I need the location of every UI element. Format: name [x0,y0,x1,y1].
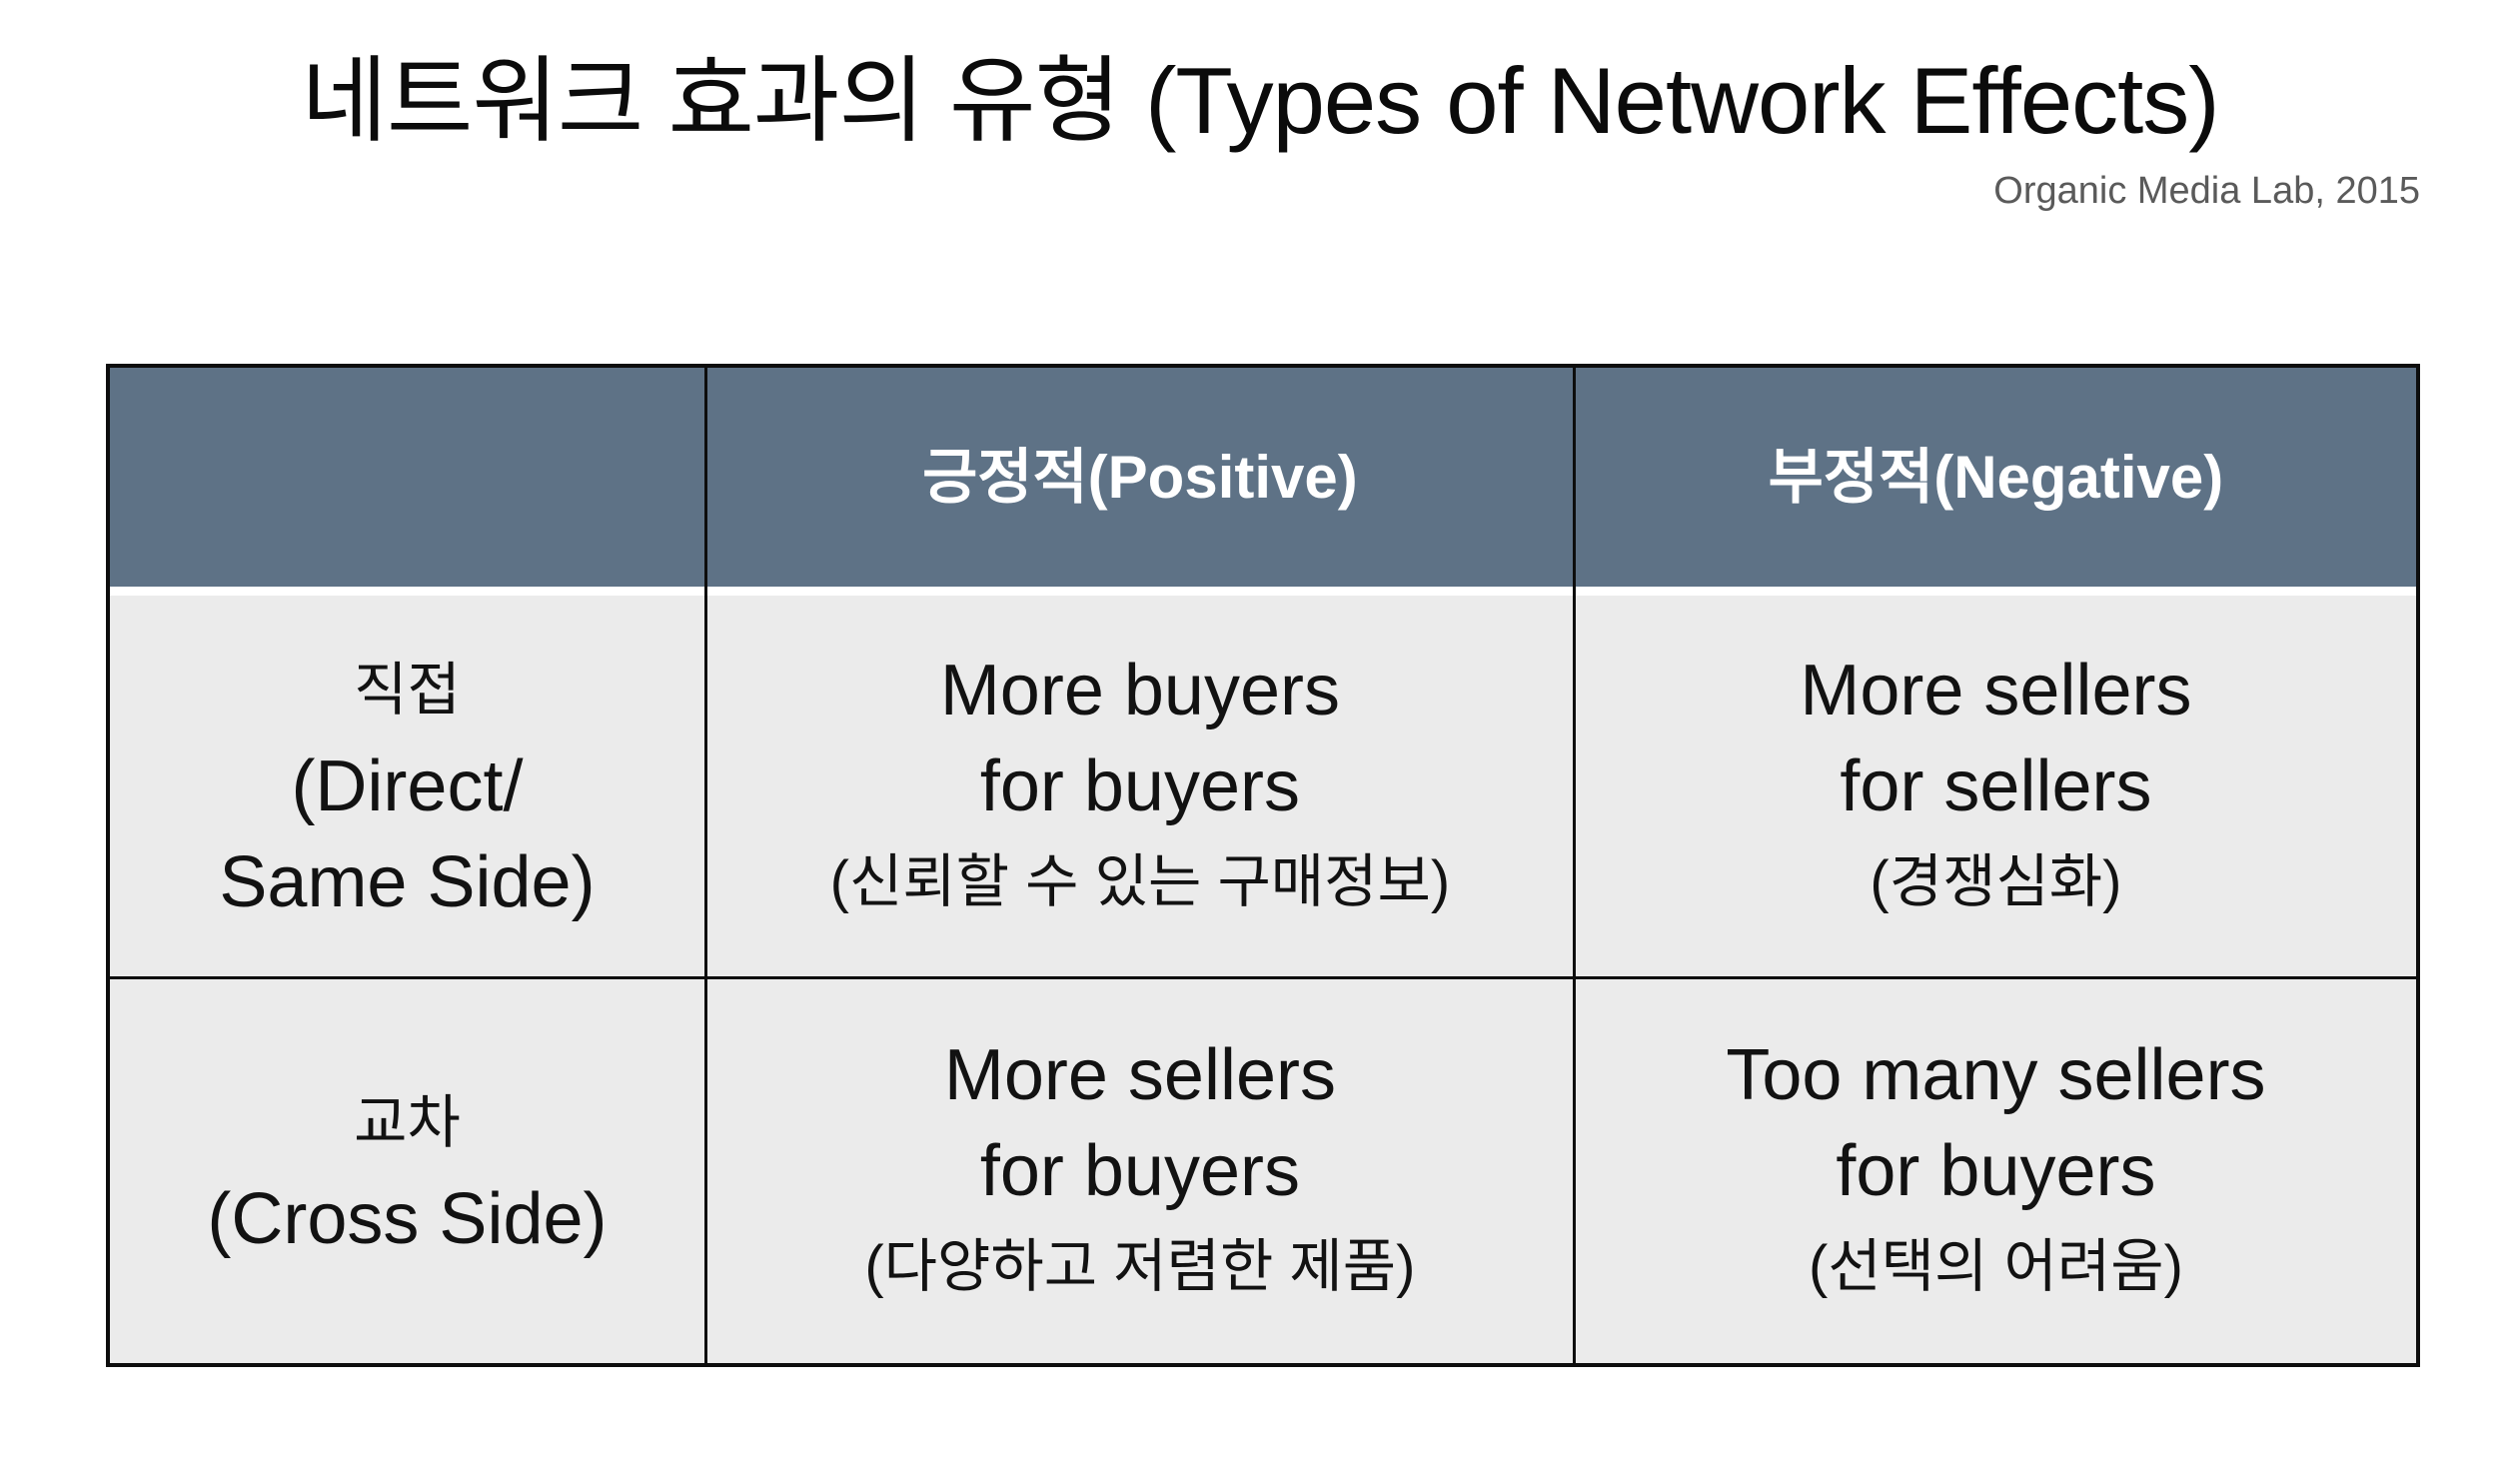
cell-line: (경쟁심화) [1870,848,2122,914]
header-gap-spacer [1575,587,2416,596]
network-effects-table: 긍정적(Positive) 부정적(Negative) 직접 (Direct/ … [106,364,2420,1367]
cell-line: More sellers [1800,650,2192,730]
header-cell-negative: 부정적(Negative) [1575,368,2416,587]
cell-line: for buyers [979,745,1300,826]
cell-line: (선택의 어려움) [1809,1234,2183,1299]
row-label-cross-side: 교차 (Cross Side) [110,979,707,1363]
header-gap-spacer [110,587,707,596]
header-positive-label: 긍정적(Positive) [922,443,1358,511]
cell-line: More sellers [943,1035,1336,1115]
header-gap-spacer [706,587,1576,596]
cell-line: More buyers [939,650,1340,730]
cell-line: for buyers [1836,1131,2156,1211]
cell-line: Same Side) [219,841,596,922]
cell-cross-negative: Too many sellers for buyers (선택의 어려움) [1575,979,2416,1363]
cell-direct-negative: More sellers for sellers (경쟁심화) [1575,596,2416,979]
cell-line: (Cross Side) [207,1179,608,1259]
header-cell-empty [110,368,707,587]
attribution-text: Organic Media Lab, 2015 [1993,170,2420,212]
page-title: 네트워크 효과의 유형 (Types of Network Effects) [301,48,2219,153]
cell-line: Too many sellers [1726,1035,2266,1115]
row-label-direct-same-side: 직접 (Direct/ Same Side) [110,596,707,979]
cell-line: (Direct/ [291,745,524,826]
cell-line: 교차 [354,1090,461,1155]
cell-line: (다양하고 저렴한 제품) [864,1234,1416,1299]
cell-cross-positive: More sellers for buyers (다양하고 저렴한 제품) [706,979,1576,1363]
cell-line: for sellers [1840,745,2152,826]
header-cell-positive: 긍정적(Positive) [706,368,1576,587]
cell-direct-positive: More buyers for buyers (신뢰할 수 있는 구매정보) [706,596,1576,979]
cell-line: 직접 [354,657,461,723]
cell-line: (신뢰할 수 있는 구매정보) [829,848,1451,914]
cell-line: for buyers [979,1131,1300,1211]
header-negative-label: 부정적(Negative) [1768,443,2224,511]
